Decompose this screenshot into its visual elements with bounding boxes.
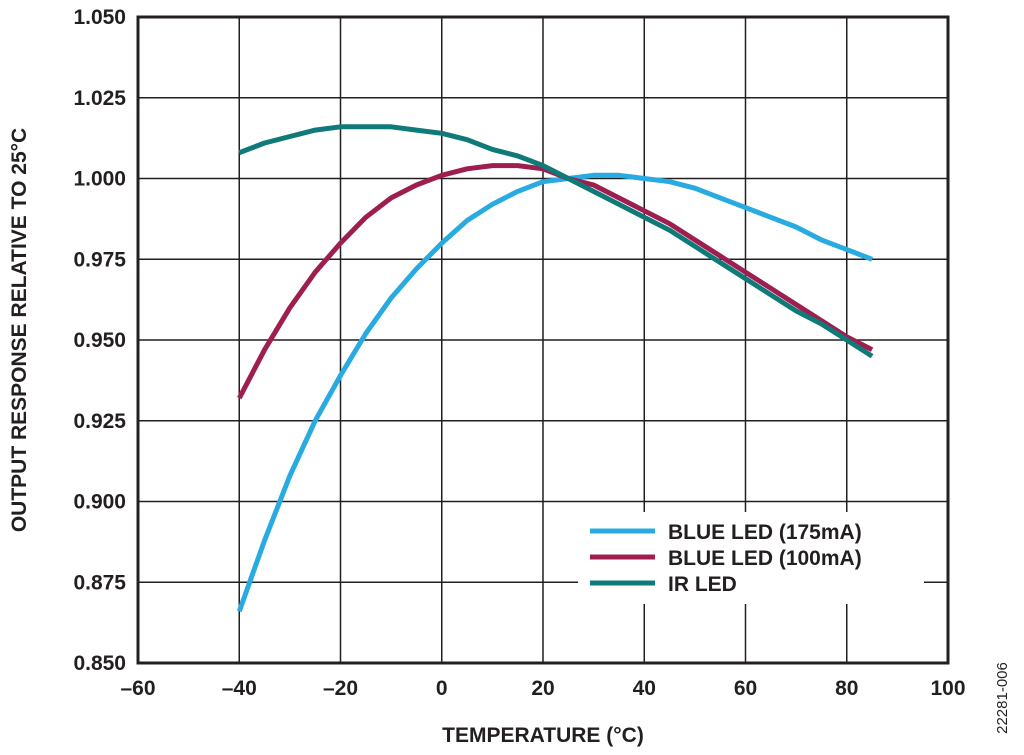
series-line-2 <box>238 124 874 359</box>
y-tick-label: 1.050 <box>73 6 126 29</box>
series-lines <box>236 124 874 613</box>
x-tick-label: 20 <box>531 677 554 700</box>
plot-frame <box>136 15 950 665</box>
y-tick-label: 1.025 <box>73 87 126 110</box>
x-tick-label: 60 <box>734 677 757 700</box>
legend-label-2: IR LED <box>668 573 737 596</box>
series-line-1 <box>237 163 874 400</box>
legend-label-1: BLUE LED (100mA) <box>668 547 862 570</box>
x-tick-label: 0 <box>436 677 448 700</box>
x-tick-label: 80 <box>835 677 858 700</box>
legend: BLUE LED (175mA) BLUE LED (100mA) IR LED <box>578 512 924 604</box>
y-tick-label: 0.950 <box>73 329 126 352</box>
series-line-0 <box>236 172 873 613</box>
figure-id: 22281-006 <box>994 662 1011 734</box>
x-tick-label: 40 <box>633 677 656 700</box>
x-tick-label: 100 <box>930 677 965 700</box>
y-tick-label: 0.925 <box>73 410 126 433</box>
y-axis-title: OUTPUT RESPONSE RELATIVE TO 25°C <box>8 128 31 532</box>
x-tick-label: –60 <box>120 677 155 700</box>
x-axis-title: TEMPERATURE (°C) <box>442 724 644 747</box>
y-tick-label: 1.000 <box>73 168 126 191</box>
y-tick-label: 0.975 <box>73 248 126 271</box>
y-tick-label: 0.875 <box>73 571 126 594</box>
legend-label-0: BLUE LED (175mA) <box>668 521 862 544</box>
x-tick-label: –40 <box>222 677 257 700</box>
y-tick-label: 0.900 <box>73 491 126 514</box>
y-tick-labels: 0.850 0.875 0.900 0.925 0.950 0.975 1.000 1.025… <box>73 6 126 675</box>
x-tick-labels: –60 –40 –20 0 20 40 60 80 100 <box>120 677 965 700</box>
y-tick-label: 0.850 <box>73 652 126 675</box>
x-tick-label: –20 <box>323 677 358 700</box>
